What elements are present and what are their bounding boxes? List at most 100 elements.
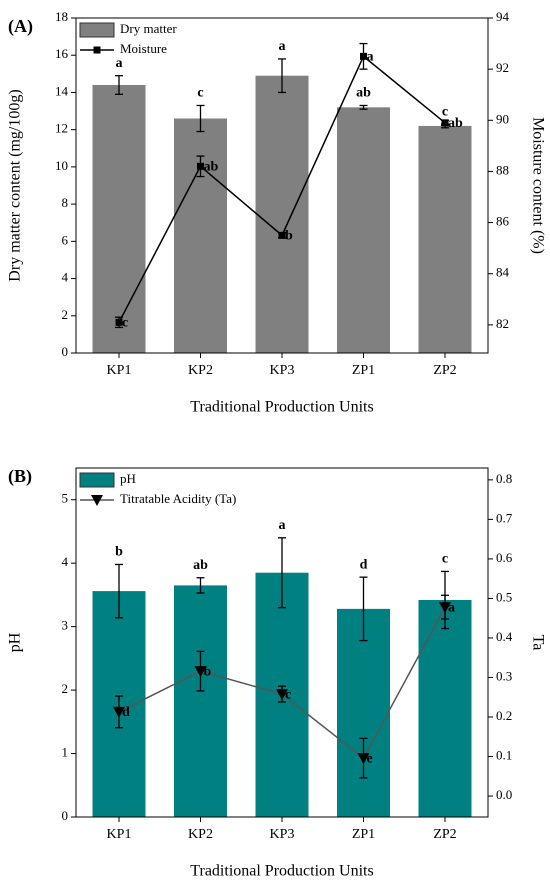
y2-tick-label: 0.5 (496, 589, 512, 604)
x-tick-label: ZP2 (433, 363, 456, 378)
significance-letter: a (279, 518, 286, 533)
plot-frame (75, 467, 489, 818)
legend-marker (93, 46, 101, 54)
y2-tick-label: 0.1 (496, 748, 512, 763)
y-tick-label: 0 (62, 808, 69, 823)
error-bar (359, 576, 368, 642)
significance-letter: b (115, 545, 123, 560)
significance-letter: a (116, 56, 123, 71)
error-bar (359, 104, 368, 110)
marker (276, 689, 288, 701)
y2-tick-label: 0.8 (496, 471, 512, 486)
error-bar (278, 537, 286, 609)
legend-label: Titratable Acidity (Ta) (120, 491, 236, 506)
legend-label: Moisture (120, 41, 167, 56)
x-tick-label: KP2 (188, 827, 213, 842)
significance-letter: ab (356, 86, 371, 101)
y2-tick-label: 0.6 (496, 550, 513, 565)
y2-tick-label: 82 (496, 316, 509, 331)
y-tick-label: 10 (55, 158, 68, 173)
marker (194, 666, 207, 678)
legend-label: pH (120, 471, 136, 486)
y2-tick-label: 0.3 (496, 668, 512, 683)
marker (439, 602, 451, 614)
y-tick-label: 4 (62, 270, 69, 285)
significance-letter: b (204, 664, 212, 679)
y-tick-label: 12 (55, 121, 68, 136)
significance-letter: b (285, 229, 293, 244)
significance-letter: c (442, 104, 448, 119)
significance-letter: ab (193, 558, 208, 573)
y-tick-label: 18 (55, 9, 68, 24)
significance-letter: a (448, 600, 455, 615)
y-axis-label: pH (7, 632, 24, 652)
y2-tick-label: 0.0 (496, 787, 512, 802)
marker (357, 753, 370, 765)
legend-swatch (79, 22, 115, 38)
y2-tick-label: 88 (496, 162, 509, 177)
significance-letter: a (367, 50, 374, 65)
y-tick-label: 4 (62, 554, 69, 569)
x-tick-label: KP3 (270, 363, 295, 378)
y2-tick-label: 92 (496, 60, 509, 75)
y2-tick-label: 86 (496, 214, 510, 229)
bar (337, 608, 390, 817)
y2-tick-label: 94 (496, 9, 510, 24)
significance-letter: c (197, 86, 203, 101)
y2-tick-label: 0.4 (496, 629, 513, 644)
y-tick-label: 1 (62, 745, 69, 760)
significance-letter: c (442, 552, 448, 567)
y2-tick-label: 0.7 (496, 510, 513, 525)
marker (113, 706, 125, 718)
significance-letter: d (122, 705, 130, 720)
y2-axis-label: Moisture content (%) (529, 117, 546, 254)
y-tick-label: 2 (62, 681, 69, 696)
marker (197, 162, 204, 170)
legend-swatch (79, 472, 115, 488)
significance-letter: ab (204, 160, 219, 175)
legend-label: Dry matter (120, 21, 177, 36)
y-axis-label: Dry matter content (mg/100g) (7, 89, 24, 281)
significance-letter: c (285, 687, 291, 702)
bar (337, 107, 390, 353)
y-tick-label: 2 (62, 307, 69, 322)
legend-marker (91, 495, 103, 506)
y-tick-label: 8 (62, 195, 69, 210)
y-tick-label: 6 (62, 232, 69, 247)
x-tick-label: ZP1 (352, 363, 375, 378)
panel-label: (B) (8, 466, 32, 487)
significance-letter: d (360, 557, 368, 572)
y-tick-label: 5 (62, 491, 69, 506)
marker (278, 231, 286, 239)
significance-letter: e (367, 751, 373, 766)
x-tick-label: KP2 (188, 363, 213, 378)
x-tick-label: KP1 (107, 827, 132, 842)
error-bar (196, 577, 205, 594)
y2-tick-label: 0.2 (496, 708, 512, 723)
error-bar (278, 58, 286, 94)
bar (255, 75, 309, 353)
marker (441, 119, 449, 127)
marker (360, 52, 367, 60)
error-bar (115, 563, 123, 619)
significance-letter: a (279, 39, 286, 54)
bar (174, 118, 227, 353)
bar (174, 585, 227, 817)
marker (115, 318, 123, 326)
significance-letter: ab (448, 116, 463, 131)
y2-axis-label: Ta (529, 635, 546, 651)
bar (418, 125, 472, 353)
x-tick-label: KP3 (270, 827, 295, 842)
error-bar (115, 75, 123, 95)
x-axis-label: Traditional Production Units (190, 863, 373, 880)
y-tick-label: 16 (55, 46, 69, 61)
bar (418, 599, 472, 817)
y-tick-label: 14 (55, 83, 69, 98)
x-tick-label: KP1 (107, 363, 132, 378)
x-tick-label: ZP1 (352, 827, 375, 842)
x-tick-label: ZP2 (433, 827, 456, 842)
plot-frame (75, 17, 489, 354)
panel-label: (A) (8, 16, 33, 37)
